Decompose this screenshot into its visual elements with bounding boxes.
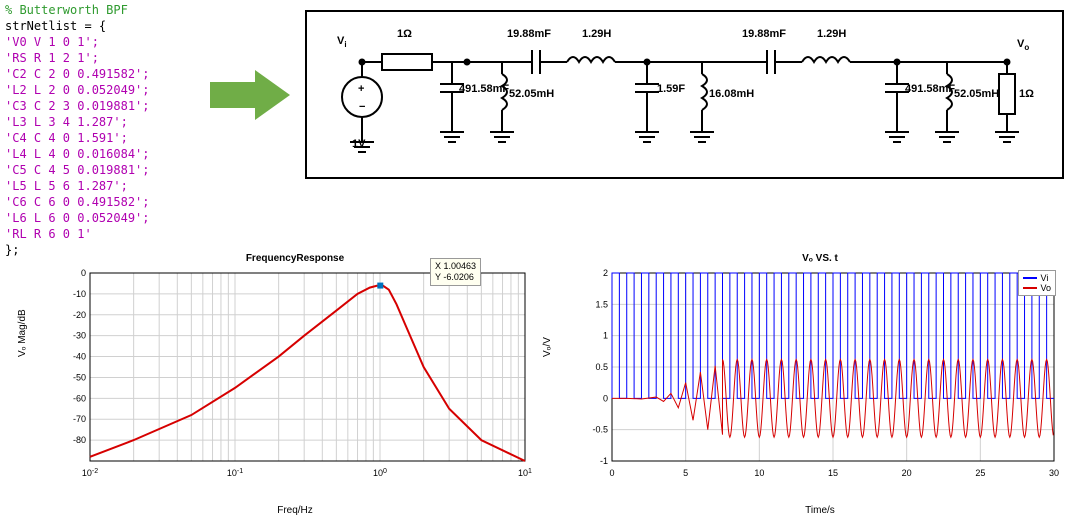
svg-text:0.5: 0.5 xyxy=(595,362,608,372)
netlist-line: 'L2 L 2 0 0.052049'; xyxy=(5,82,200,98)
time-response-chart: Vₒ VS. t Time/s Vₒ/V -1-0.500.511.520510… xyxy=(580,268,1060,486)
svg-text:1.5: 1.5 xyxy=(595,299,608,309)
svg-text:−: − xyxy=(359,101,365,113)
c2-label: 491.58mF xyxy=(459,83,509,95)
svg-text:+: + xyxy=(358,83,364,95)
svg-text:10-2: 10-2 xyxy=(82,468,98,479)
svg-text:25: 25 xyxy=(975,468,985,478)
l3-label: 1.29H xyxy=(582,28,611,40)
netlist-line: 'L4 L 4 0 0.016084'; xyxy=(5,146,200,162)
legend-item: Vo xyxy=(1023,283,1051,293)
netlist-line: 'RS R 1 2 1'; xyxy=(5,50,200,66)
svg-text:-10: -10 xyxy=(73,289,86,299)
frequency-response-chart: FrequencyResponse Freq/Hz Vₒ Mag/dB -80-… xyxy=(55,268,535,486)
vo-sub: o xyxy=(1024,43,1029,52)
svg-text:-60: -60 xyxy=(73,393,86,403)
r1-label: 1Ω xyxy=(397,28,412,40)
netlist-line: 'C5 C 4 5 0.019881'; xyxy=(5,162,200,178)
freq-xlabel: Freq/Hz xyxy=(55,505,535,516)
datatip-x: X 1.00463 xyxy=(435,261,476,272)
svg-text:Vo: Vo xyxy=(1017,38,1029,52)
svg-text:0: 0 xyxy=(81,268,86,278)
legend-item: Vi xyxy=(1023,273,1051,283)
svg-text:0: 0 xyxy=(603,393,608,403)
svg-text:-70: -70 xyxy=(73,414,86,424)
netlist-line: 'C2 C 2 0 0.491582'; xyxy=(5,66,200,82)
svg-text:-80: -80 xyxy=(73,435,86,445)
c4-label: 1.59F xyxy=(657,83,685,95)
svg-text:15: 15 xyxy=(828,468,838,478)
svg-text:2: 2 xyxy=(603,268,608,278)
l4-label: 16.08mH xyxy=(709,88,754,100)
svg-text:30: 30 xyxy=(1049,468,1059,478)
svg-text:-0.5: -0.5 xyxy=(592,425,608,435)
netlist-line: % Butterworth BPF xyxy=(5,2,200,18)
netlist-line: 'C6 C 6 0 0.491582'; xyxy=(5,194,200,210)
svg-text:0: 0 xyxy=(609,468,614,478)
c5-label: 19.88mF xyxy=(742,28,786,40)
svg-text:100: 100 xyxy=(373,468,387,479)
time-ylabel: Vₒ/V xyxy=(542,337,553,357)
netlist-line: 'C3 C 2 3 0.019881'; xyxy=(5,98,200,114)
freq-ylabel: Vₒ Mag/dB xyxy=(17,309,28,357)
svg-text:-50: -50 xyxy=(73,372,86,382)
l5-label: 1.29H xyxy=(817,28,846,40)
datatip: X 1.00463 Y -6.0206 xyxy=(430,258,481,286)
vsrc-label: 1V xyxy=(352,138,366,150)
l2-label: 52.05mH xyxy=(509,88,554,100)
netlist-code-block: % Butterworth BPFstrNetlist = {'V0 V 1 0… xyxy=(5,2,200,258)
svg-text:Vi: Vi xyxy=(337,35,347,49)
l6-label: 52.05mH xyxy=(954,88,999,100)
svg-text:1: 1 xyxy=(603,331,608,341)
netlist-line: 'C4 C 4 0 1.591'; xyxy=(5,130,200,146)
circuit-diagram: Vi 1Ω 19.88mF 1.29H 19.88mF xyxy=(305,10,1064,179)
svg-text:20: 20 xyxy=(902,468,912,478)
netlist-line: 'RL R 6 0 1' xyxy=(5,226,200,242)
arrow-icon xyxy=(210,70,290,120)
netlist-line: 'L6 L 6 0 0.052049'; xyxy=(5,210,200,226)
c3-label: 19.88mF xyxy=(507,28,551,40)
time-title: Vₒ VS. t xyxy=(580,253,1060,264)
svg-text:-20: -20 xyxy=(73,310,86,320)
netlist-line: 'L3 L 3 4 1.287'; xyxy=(5,114,200,130)
legend: ViVo xyxy=(1018,270,1056,296)
svg-text:10: 10 xyxy=(754,468,764,478)
time-xlabel: Time/s xyxy=(580,505,1060,516)
netlist-line: strNetlist = { xyxy=(5,18,200,34)
svg-text:-1: -1 xyxy=(600,456,608,466)
svg-text:-30: -30 xyxy=(73,331,86,341)
svg-text:10-1: 10-1 xyxy=(227,468,243,479)
svg-text:101: 101 xyxy=(518,468,532,479)
datatip-y: Y -6.0206 xyxy=(435,272,476,283)
svg-text:-40: -40 xyxy=(73,352,86,362)
rl-label: 1Ω xyxy=(1019,88,1034,100)
netlist-line: 'V0 V 1 0 1'; xyxy=(5,34,200,50)
svg-text:5: 5 xyxy=(683,468,688,478)
netlist-line: 'L5 L 5 6 1.287'; xyxy=(5,178,200,194)
vi-sub: i xyxy=(344,40,346,49)
